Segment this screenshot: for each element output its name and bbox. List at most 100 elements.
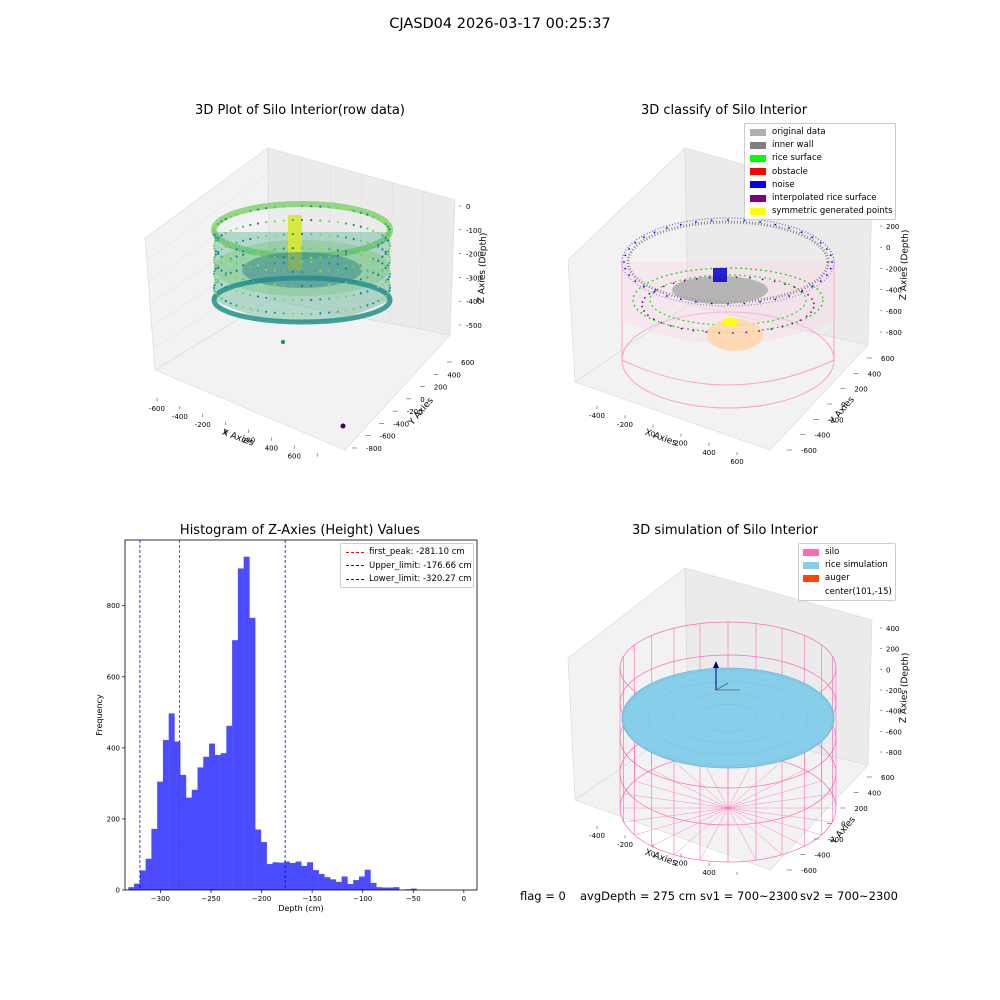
raw-plot-point (217, 252, 220, 256)
raw-plot-point (273, 262, 276, 265)
raw-plot-point (328, 248, 331, 251)
raw-plot-point (328, 234, 331, 237)
histogram-bar (128, 887, 135, 890)
raw-plot-point (291, 270, 294, 273)
simulation-legend-entry: auger (803, 573, 850, 584)
histogram-legend-entry: Lower_limit: -320.27 cm (346, 574, 471, 585)
classify-plot-noise-point (710, 219, 713, 222)
classify-plot-noise-point (695, 221, 697, 224)
raw-plot-point (220, 255, 223, 258)
raw-plot-point (388, 256, 391, 259)
classify-plot-y-tick: 400 (868, 370, 881, 378)
raw-plot-point (224, 257, 227, 261)
raw-plot-point (282, 233, 285, 236)
raw-plot-point (319, 312, 322, 315)
raw-plot-point (388, 230, 392, 234)
raw-plot-point (291, 284, 294, 287)
raw-plot-point (372, 257, 375, 260)
simulation-plot-y-tick: 0 (841, 821, 845, 829)
raw-plot-z-tick: -400 (466, 298, 482, 306)
raw-plot-point (229, 271, 232, 274)
histogram-legend-label: Lower_limit: -320.27 cm (369, 574, 472, 584)
raw-plot-point (229, 229, 232, 232)
raw-plot-point (381, 297, 384, 300)
histogram-legend-label: Upper_limit: -176.66 cm (369, 560, 472, 571)
raw-plot-points (212, 204, 392, 316)
classify-plot-interpolated-point (807, 293, 809, 296)
simulation-plot-x-tick: -400 (589, 832, 605, 840)
classify-plot-z-tick: 200 (886, 223, 899, 231)
raw-plot-point (229, 243, 232, 246)
raw-plot-point (273, 311, 276, 314)
simulation-plot-z-ticks: 400 200 0 -200 -400 -600 -800 (880, 625, 902, 757)
classify-plot-noise-point (788, 295, 790, 297)
simulation-legend-label: silo (825, 547, 840, 557)
raw-plot-point (388, 228, 391, 231)
classify-plot-interpolated-point (695, 278, 698, 280)
histogram-bar (335, 881, 342, 890)
raw-plot-z-tick: -200 (466, 251, 482, 259)
raw-plot-x-tick: 400 (265, 444, 278, 452)
classify-plot-noise-point (759, 221, 761, 224)
raw-plot-point (344, 281, 348, 284)
raw-plot-point (387, 278, 390, 281)
classify-plot-interpolated-point (745, 331, 748, 334)
histogram-bar (376, 887, 383, 890)
silo-wire (727, 807, 833, 823)
histogram-bar (353, 880, 360, 890)
raw-plot-point (249, 279, 252, 283)
raw-plot-point (387, 253, 390, 256)
raw-plot-point (256, 222, 260, 225)
raw-plot-point (352, 265, 355, 269)
raw-plot-point (384, 236, 387, 240)
raw-plot-point (224, 259, 227, 263)
figure-title: CJASD04 2026-03-17 00:25:37 (389, 16, 611, 32)
raw-plot-point (256, 295, 260, 298)
raw-plot-point (212, 230, 216, 234)
simulation-plot-z-tick: -200 (886, 687, 902, 695)
raw-plot-point (214, 292, 217, 295)
simulation-plot-y-tick: -200 (828, 836, 844, 844)
raw-plot-point (235, 241, 238, 244)
raw-plot-point (310, 270, 313, 273)
classify-legend-swatch (750, 181, 766, 189)
raw-plot-point (213, 228, 216, 231)
rice-mesh-line (722, 715, 734, 721)
raw-plot-point (291, 256, 294, 259)
histogram-bar (249, 617, 256, 890)
raw-plot-point (235, 304, 238, 307)
raw-plot-point (291, 312, 294, 315)
raw-plot-point (372, 274, 375, 277)
raw-plot-point (384, 238, 387, 242)
histogram-bar (295, 861, 302, 890)
classify-plot-interpolated-point (643, 310, 645, 312)
histogram-bar (324, 877, 331, 890)
raw-plot-point (372, 229, 375, 232)
raw-plot-point (310, 284, 313, 287)
raw-plot-point (336, 296, 339, 299)
simulation-plot-y-tick: 400 (868, 790, 881, 798)
classify-plot-interpolated-point (805, 315, 808, 318)
classify-plot-noise-point (623, 261, 625, 263)
simulation-plot-z-tick: -800 (886, 749, 902, 757)
raw-plot-point (344, 222, 348, 225)
histogram-bar (347, 883, 354, 890)
raw-plot-point (213, 289, 216, 292)
raw-plot-point (352, 223, 355, 227)
classify-plot-x-label: X Axies (643, 428, 678, 449)
histogram-y-tick-label: 200 (107, 815, 120, 823)
histogram-bar (318, 874, 325, 890)
classify-legend-entry: rice surface (750, 153, 822, 164)
raw-plot-point (220, 220, 223, 223)
classify-legend-label: obstacle (772, 166, 808, 177)
raw-plot-point (359, 250, 362, 253)
silo-wire (673, 761, 729, 809)
classify-legend-swatch (750, 154, 766, 162)
silo-wire (727, 793, 833, 809)
raw-plot-point (344, 253, 348, 256)
raw-plot-point (377, 231, 380, 235)
raw-plot-point (388, 289, 391, 292)
simulation-plot-x-tick: 0 (651, 850, 655, 858)
classify-plot-interpolated-point (708, 276, 711, 279)
raw-plot-point (217, 266, 220, 270)
